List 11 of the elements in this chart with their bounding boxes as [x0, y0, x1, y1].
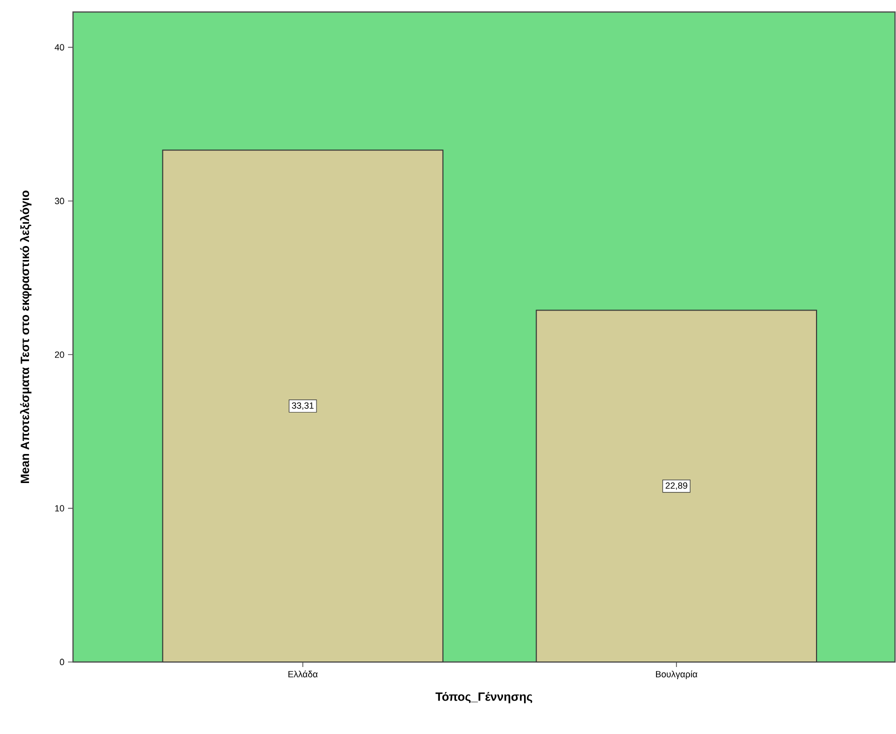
y-tick-label: 0: [60, 658, 64, 666]
y-tick-label: 40: [54, 44, 64, 51]
x-tick-label: Ελλάδα: [288, 670, 318, 678]
y-tick-label: 30: [54, 198, 64, 204]
y-tick-label: 20: [54, 351, 64, 358]
data-label: 22,89: [666, 482, 688, 490]
x-tick-label: Βουλγαρία: [656, 670, 698, 680]
y-tick-label: 10: [55, 505, 64, 512]
data-label: 33,31: [292, 402, 314, 410]
x-axis-title: Τόπος_Γέννησης: [436, 692, 532, 704]
y-axis-title: Mean Αποτελέσματα Τεστ στο εκφραστικό λεξιλόγιο: [20, 190, 32, 483]
